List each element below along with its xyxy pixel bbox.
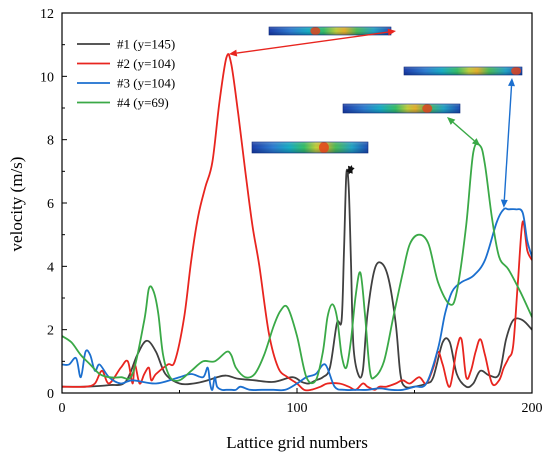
series-line-2 <box>62 53 532 392</box>
legend-item-1: #1 (y=145) <box>77 37 175 52</box>
y-tick-label: 8 <box>47 134 54 149</box>
flow-field-inset-3 <box>342 103 461 114</box>
annotation-arrow-4 <box>447 117 481 146</box>
x-tick-label: 0 <box>59 401 66 416</box>
legend-label-1-y-145: #1 (y=145) <box>117 37 175 52</box>
y-tick-label: 6 <box>47 197 54 212</box>
annotation-arrows <box>228 28 515 208</box>
series-line-3 <box>62 207 532 392</box>
legend-item-3: #3 (y=104) <box>77 76 175 91</box>
y-tick-label: 2 <box>47 324 54 339</box>
x-axis-label: Lattice grid numbers <box>226 433 368 452</box>
y-tick-label: 4 <box>47 260 54 275</box>
y-tick-label: 12 <box>40 7 54 22</box>
flow-field-inset-2 <box>251 141 369 154</box>
legend-label-3-y-104: #3 (y=104) <box>117 76 175 91</box>
annotation-arrow-2 <box>228 28 396 57</box>
y-tick-label: 10 <box>40 70 54 85</box>
annotation-arrow-3 <box>500 78 515 208</box>
x-tick-label: 100 <box>287 401 308 416</box>
legend-label-2-y-104: #2 (y=104) <box>117 56 175 71</box>
series-line-1 <box>62 168 532 389</box>
annotation-arrow-1 <box>346 165 355 175</box>
legend-label-4-y-69: #4 (y=69) <box>117 95 169 110</box>
legend: #1 (y=145) #2 (y=104) #3 (y=104) #4 (y=69) <box>77 37 175 110</box>
flow-field-inset-4 <box>403 66 523 76</box>
y-tick-label: 0 <box>47 387 54 402</box>
legend-item-4: #4 (y=69) <box>77 95 169 110</box>
x-tick-label: 200 <box>522 401 543 416</box>
series-line-4 <box>62 142 532 385</box>
y-axis-label: velocity (m/s) <box>7 157 26 252</box>
legend-item-2: #2 (y=104) <box>77 56 175 71</box>
axes: 0 100 200 0 2 4 6 8 10 12 <box>40 7 543 416</box>
flow-field-insets <box>251 26 523 154</box>
series-lines <box>62 53 532 392</box>
